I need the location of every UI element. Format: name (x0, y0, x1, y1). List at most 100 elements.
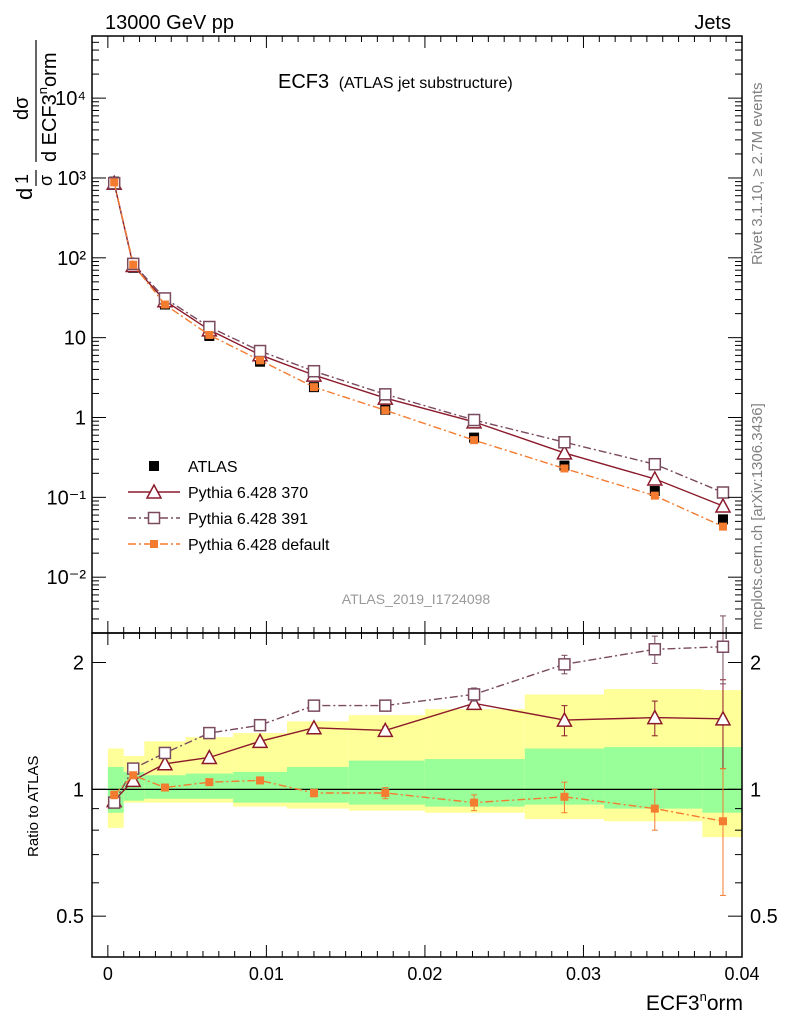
ratio-point-pythia-6-428-default (129, 771, 138, 780)
ratio-point-pythia-6-428-default (650, 804, 659, 813)
ratio-point-pythia-6-428-370 (305, 719, 323, 735)
ratio-point-pythia-6-428-391 (203, 726, 216, 740)
main-y-axis-label: d 1 σ dσ d ECF3norm (11, 40, 61, 200)
svg-text:d ECF3norm: d ECF3norm (35, 53, 61, 163)
x-label-sup: n (700, 989, 707, 1004)
ratio-band-inner (287, 766, 349, 803)
main-point-pythia-6-428-391 (307, 364, 321, 378)
main-point-pythia-6-428-391 (203, 320, 216, 334)
main-point-pythia-6-428-391 (467, 413, 481, 427)
main-point-pythia-6-428-370 (646, 470, 664, 486)
x-tick-label: 0.02 (407, 964, 442, 984)
legend-marker-pythia-6-428-370 (145, 483, 163, 499)
ratio-y-axis-label: Ratio to ATLAS (25, 756, 42, 857)
ratio-y-tick-label-right: 0.5 (750, 906, 778, 928)
main-y-tick-label: 10⁻² (47, 567, 87, 589)
x-tick-label: 0.03 (566, 964, 601, 984)
ratio-point-pythia-6-428-391 (558, 658, 571, 671)
main-y-tick-label: 10³ (57, 168, 86, 190)
main-point-pythia-6-428-391 (253, 344, 267, 358)
ratio-point-pythia-6-428-370 (251, 732, 269, 749)
plot-title-sub: (ATLAS jet substructure) (339, 75, 513, 92)
ratio-point-pythia-6-428-370 (201, 748, 218, 765)
y-label-orm: orm (39, 53, 61, 87)
legend-label-pythia-6-428-370: Pythia 6.428 370 (188, 485, 308, 502)
x-tick-label: 0.04 (724, 964, 759, 984)
side-label-bottom: mcplots.cern.ch [arXiv:1306.3436] (749, 403, 766, 630)
main-point-pythia-6-428-391 (716, 486, 730, 499)
y-label-den2: d ECF3 (39, 94, 61, 162)
main-point-pythia-6-428-391 (379, 388, 392, 401)
legend-label-atlas: ATLAS (188, 459, 238, 476)
legend-marker-pythia-6-428-default (150, 540, 158, 548)
plot-title: ECF3 (ATLAS jet substructure) (278, 71, 513, 93)
main-point-pythia-6-428-370 (714, 497, 732, 513)
x-label-rest: orm (707, 992, 743, 1015)
header-right: Jets (694, 12, 731, 34)
ratio-point-pythia-6-428-370 (714, 710, 732, 726)
ratio-point-pythia-6-428-391 (253, 718, 267, 732)
ratio-point-pythia-6-428-391 (158, 746, 172, 760)
main-line-pythia-6-428-370 (113, 183, 724, 507)
legend-label-pythia-6-428-391: Pythia 6.428 391 (188, 511, 308, 528)
plot-title-main: ECF3 (278, 71, 329, 93)
ratio-point-pythia-6-428-default (718, 817, 727, 826)
main-point-pythia-6-428-default (256, 356, 265, 365)
ratio-point-pythia-6-428-370 (465, 694, 483, 711)
main-point-pythia-6-428-default (718, 522, 727, 531)
main-point-pythia-6-428-default (309, 383, 318, 392)
ratio-plot-frame (91, 632, 743, 958)
ratio-point-pythia-6-428-370 (646, 709, 664, 725)
x-tick-label: 0.01 (249, 964, 284, 984)
ratio-point-pythia-6-428-default (309, 789, 318, 798)
x-tick-label: 0 (103, 964, 113, 984)
ratio-y-tick-label-right: 1 (750, 779, 761, 801)
main-y-tick-label: 10 (64, 328, 86, 350)
main-point-pythia-6-428-370 (556, 444, 573, 460)
y-label-d: d (12, 188, 37, 200)
ratio-point-pythia-6-428-default (560, 792, 569, 801)
ratio-point-pythia-6-428-391 (379, 699, 392, 712)
main-y-tick-label: 10² (57, 248, 86, 270)
ratio-point-pythia-6-428-default (160, 783, 169, 792)
ratio-point-pythia-6-428-391 (307, 699, 321, 712)
main-y-tick-label: 10⁻¹ (47, 487, 87, 509)
main-point-pythia-6-428-default (129, 260, 138, 269)
x-label-base: ECF3 (646, 992, 700, 1015)
ratio-point-pythia-6-428-370 (124, 771, 142, 788)
ratio-point-pythia-6-428-370 (377, 721, 394, 738)
main-point-pythia-6-428-391 (648, 457, 662, 471)
ratio-y-tick-label-left: 2 (73, 653, 84, 675)
y-label-dsig: dσ (11, 96, 33, 120)
ratio-point-pythia-6-428-370 (556, 711, 573, 727)
ratio-point-pythia-6-428-default (256, 776, 265, 785)
legend-label-pythia-6-428-default: Pythia 6.428 default (188, 537, 330, 554)
legend: ATLAS Pythia 6.428 370 Pythia 6.428 391 Pyt… (128, 459, 330, 554)
main-line-pythia-6-428-391 (113, 183, 724, 494)
legend-marker-pythia-6-428-391 (147, 511, 161, 525)
main-point-pythia-6-428-default (205, 330, 214, 339)
ratio-point-pythia-6-428-default (205, 778, 214, 787)
main-point-atlas (717, 514, 728, 525)
main-point-atlas (649, 486, 660, 497)
analysis-id: ATLAS_2019_I1724098 (342, 591, 491, 607)
main-point-pythia-6-428-default (381, 406, 390, 415)
ratio-point-pythia-6-428-default (110, 790, 119, 799)
legend-marker-atlas (149, 461, 159, 471)
y-label-frac-den: σ (36, 175, 56, 186)
ratio-point-pythia-6-428-370 (156, 755, 174, 771)
ratio-point-pythia-6-428-default (381, 789, 390, 798)
main-point-pythia-6-428-default (160, 300, 169, 309)
main-point-pythia-6-428-default (110, 178, 119, 187)
ratio-y-tick-label-right: 2 (750, 653, 761, 675)
ratio-y-tick-label-left: 1 (73, 779, 84, 801)
ratio-band-inner (604, 747, 703, 809)
side-label-top: Rivet 3.1.10, ≥ 2.7M events (749, 83, 766, 266)
ratio-band-inner (348, 760, 425, 805)
main-point-pythia-6-428-default (560, 464, 569, 473)
header-left: 13000 GeV pp (105, 12, 234, 34)
main-y-tick-label: 1 (75, 408, 86, 430)
ratio-band-inner (702, 747, 742, 813)
main-point-pythia-6-428-default (470, 436, 479, 445)
